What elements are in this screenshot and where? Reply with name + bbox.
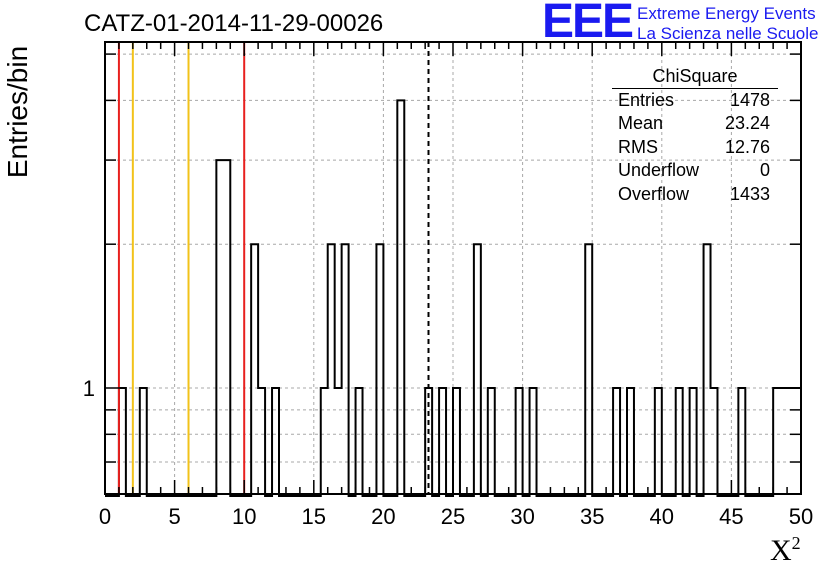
histogram-bin [335,388,342,494]
x-tick-label: 20 [371,504,395,529]
stats-row: Underflow 0 [612,159,778,182]
x-axis-label-superscript: 2 [791,533,801,553]
histogram-bin [780,388,787,494]
stats-title: ChiSquare [612,66,778,89]
histogram-bin [585,244,592,494]
x-tick-label: 50 [789,504,813,529]
stats-value: 1433 [729,183,770,204]
x-tick-label: 30 [510,504,534,529]
histogram-bin [787,388,794,494]
stats-box: ChiSquare Entries 1478 Mean 23.24 RMS 12… [612,66,778,206]
logo-mark: EEE [542,0,634,48]
histogram-bars [105,99,801,497]
histogram-bin [251,244,258,494]
histogram-bin [258,388,265,494]
stats-label: RMS [618,136,658,157]
histogram-bin [321,388,328,494]
histogram-bin [794,388,801,494]
x-axis-label: X2 [770,533,801,568]
stats-row: Mean 23.24 [612,112,778,135]
x-tick-label: 5 [168,504,180,529]
stats-value: 12.76 [724,136,770,157]
logo-line-2: La Scienza nelle Scuole [637,24,819,43]
stats-row: Entries 1478 [612,89,778,112]
chart-title: CATZ-01-2014-11-29-00026 [84,10,384,37]
y-tick-label: 1 [83,376,95,401]
histogram-bin [613,388,620,494]
stats-value: 0 [759,160,770,181]
histogram-bin [690,388,697,494]
x-tick-label: 25 [441,504,465,529]
histogram-bin [397,100,404,494]
stats-label: Underflow [618,160,700,181]
stats-row: Overflow 1433 [612,183,778,206]
histogram-bin [376,244,383,494]
histogram-bin [704,244,711,494]
x-tick-label: 35 [580,504,604,529]
histogram-bin [474,244,481,494]
histogram-outline [105,99,801,497]
histogram-bin [516,388,523,494]
stats-label: Mean [618,113,664,134]
histogram-bin [676,388,683,494]
histogram-bin [627,388,634,494]
stats-row: RMS 12.76 [612,136,778,159]
tick-labels: 0 5 10 15 20 25 30 35 40 45 50 1 [83,376,813,529]
stats-label: Entries [618,90,675,110]
x-tick-label: 10 [232,504,256,529]
stats-value: 1478 [729,90,770,110]
histogram-bin [711,388,718,494]
histogram-bin [119,388,126,494]
histogram-bin [216,160,223,494]
histogram-bin [773,388,780,494]
x-tick-label: 40 [650,504,674,529]
histogram-bin [356,388,363,494]
x-tick-label: 15 [302,504,326,529]
stats-value: 23.24 [724,113,770,134]
histogram-bin [453,388,460,494]
histogram-bin [328,244,335,494]
histogram-bin [439,388,446,494]
x-axis-label-text: X [770,534,792,567]
histogram-bin [530,388,537,494]
x-tick-label: 45 [719,504,743,529]
eee-logo: EEE Extreme Energy Events La Scienza nel… [542,0,832,48]
stats-label: Overflow [618,183,690,204]
x-tick-label: 0 [99,504,111,529]
histogram-bin [738,388,745,494]
histogram-bin [488,388,495,494]
histogram-bin [140,388,147,494]
histogram-bin [655,388,662,494]
y-axis-label: Entries/bin [2,45,33,179]
histogram-bin [272,388,279,494]
marker-lines [117,42,430,494]
logo-line-1: Extreme Energy Events [637,4,816,23]
histogram-bin [342,244,349,494]
axes [104,41,802,495]
histogram-bin [223,160,230,494]
